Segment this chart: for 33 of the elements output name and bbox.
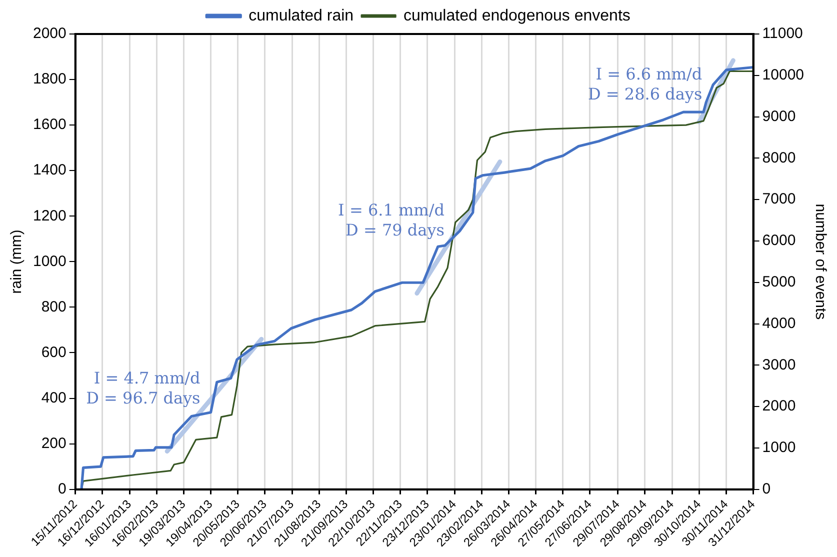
y2-axis-title: number of events	[812, 204, 829, 320]
y-tick-label: 0	[58, 480, 66, 498]
y-tick-label: 2000	[32, 25, 66, 42]
annotation: I = 4.7 mm/d	[94, 368, 200, 388]
y-tick-label: 800	[41, 298, 66, 316]
y2-tick-label: 10000	[762, 66, 804, 84]
y2-tick-label: 11000	[762, 25, 803, 42]
y2-tick-label: 8000	[762, 149, 796, 166]
annotation: D = 96.7 days	[86, 388, 200, 408]
annotation: D = 28.6 days	[588, 84, 702, 104]
annotation: I = 6.1 mm/d	[338, 200, 444, 220]
y2-tick-label: 2000	[762, 398, 796, 415]
y-tick-label: 1400	[32, 162, 66, 179]
y-tick-label: 1200	[32, 207, 66, 224]
y-tick-label: 1800	[32, 70, 66, 88]
y-tick-label: 200	[41, 434, 66, 452]
y2-tick-label: 5000	[762, 274, 796, 291]
y2-tick-label: 7000	[762, 190, 796, 208]
y-axis-title: rain (mm)	[8, 230, 26, 294]
y-tick-label: 600	[41, 344, 66, 361]
y2-tick-label: 1000	[762, 439, 796, 456]
legend-label: cumulated rain	[248, 7, 354, 24]
y-tick-label: 1600	[32, 116, 66, 134]
y2-tick-label: 6000	[762, 232, 796, 250]
y2-tick-label: 9000	[762, 108, 796, 125]
y-tick-label: 1000	[32, 252, 66, 270]
annotation: D = 79 days	[346, 220, 444, 240]
annotation: I = 6.6 mm/d	[596, 64, 702, 84]
y2-tick-label: 3000	[762, 356, 796, 374]
y-tick-label: 400	[41, 389, 66, 406]
legend-label: cumulated endogenous envents	[404, 7, 630, 24]
y2-tick-label: 0	[762, 480, 771, 498]
y2-tick-label: 4000	[762, 314, 796, 332]
